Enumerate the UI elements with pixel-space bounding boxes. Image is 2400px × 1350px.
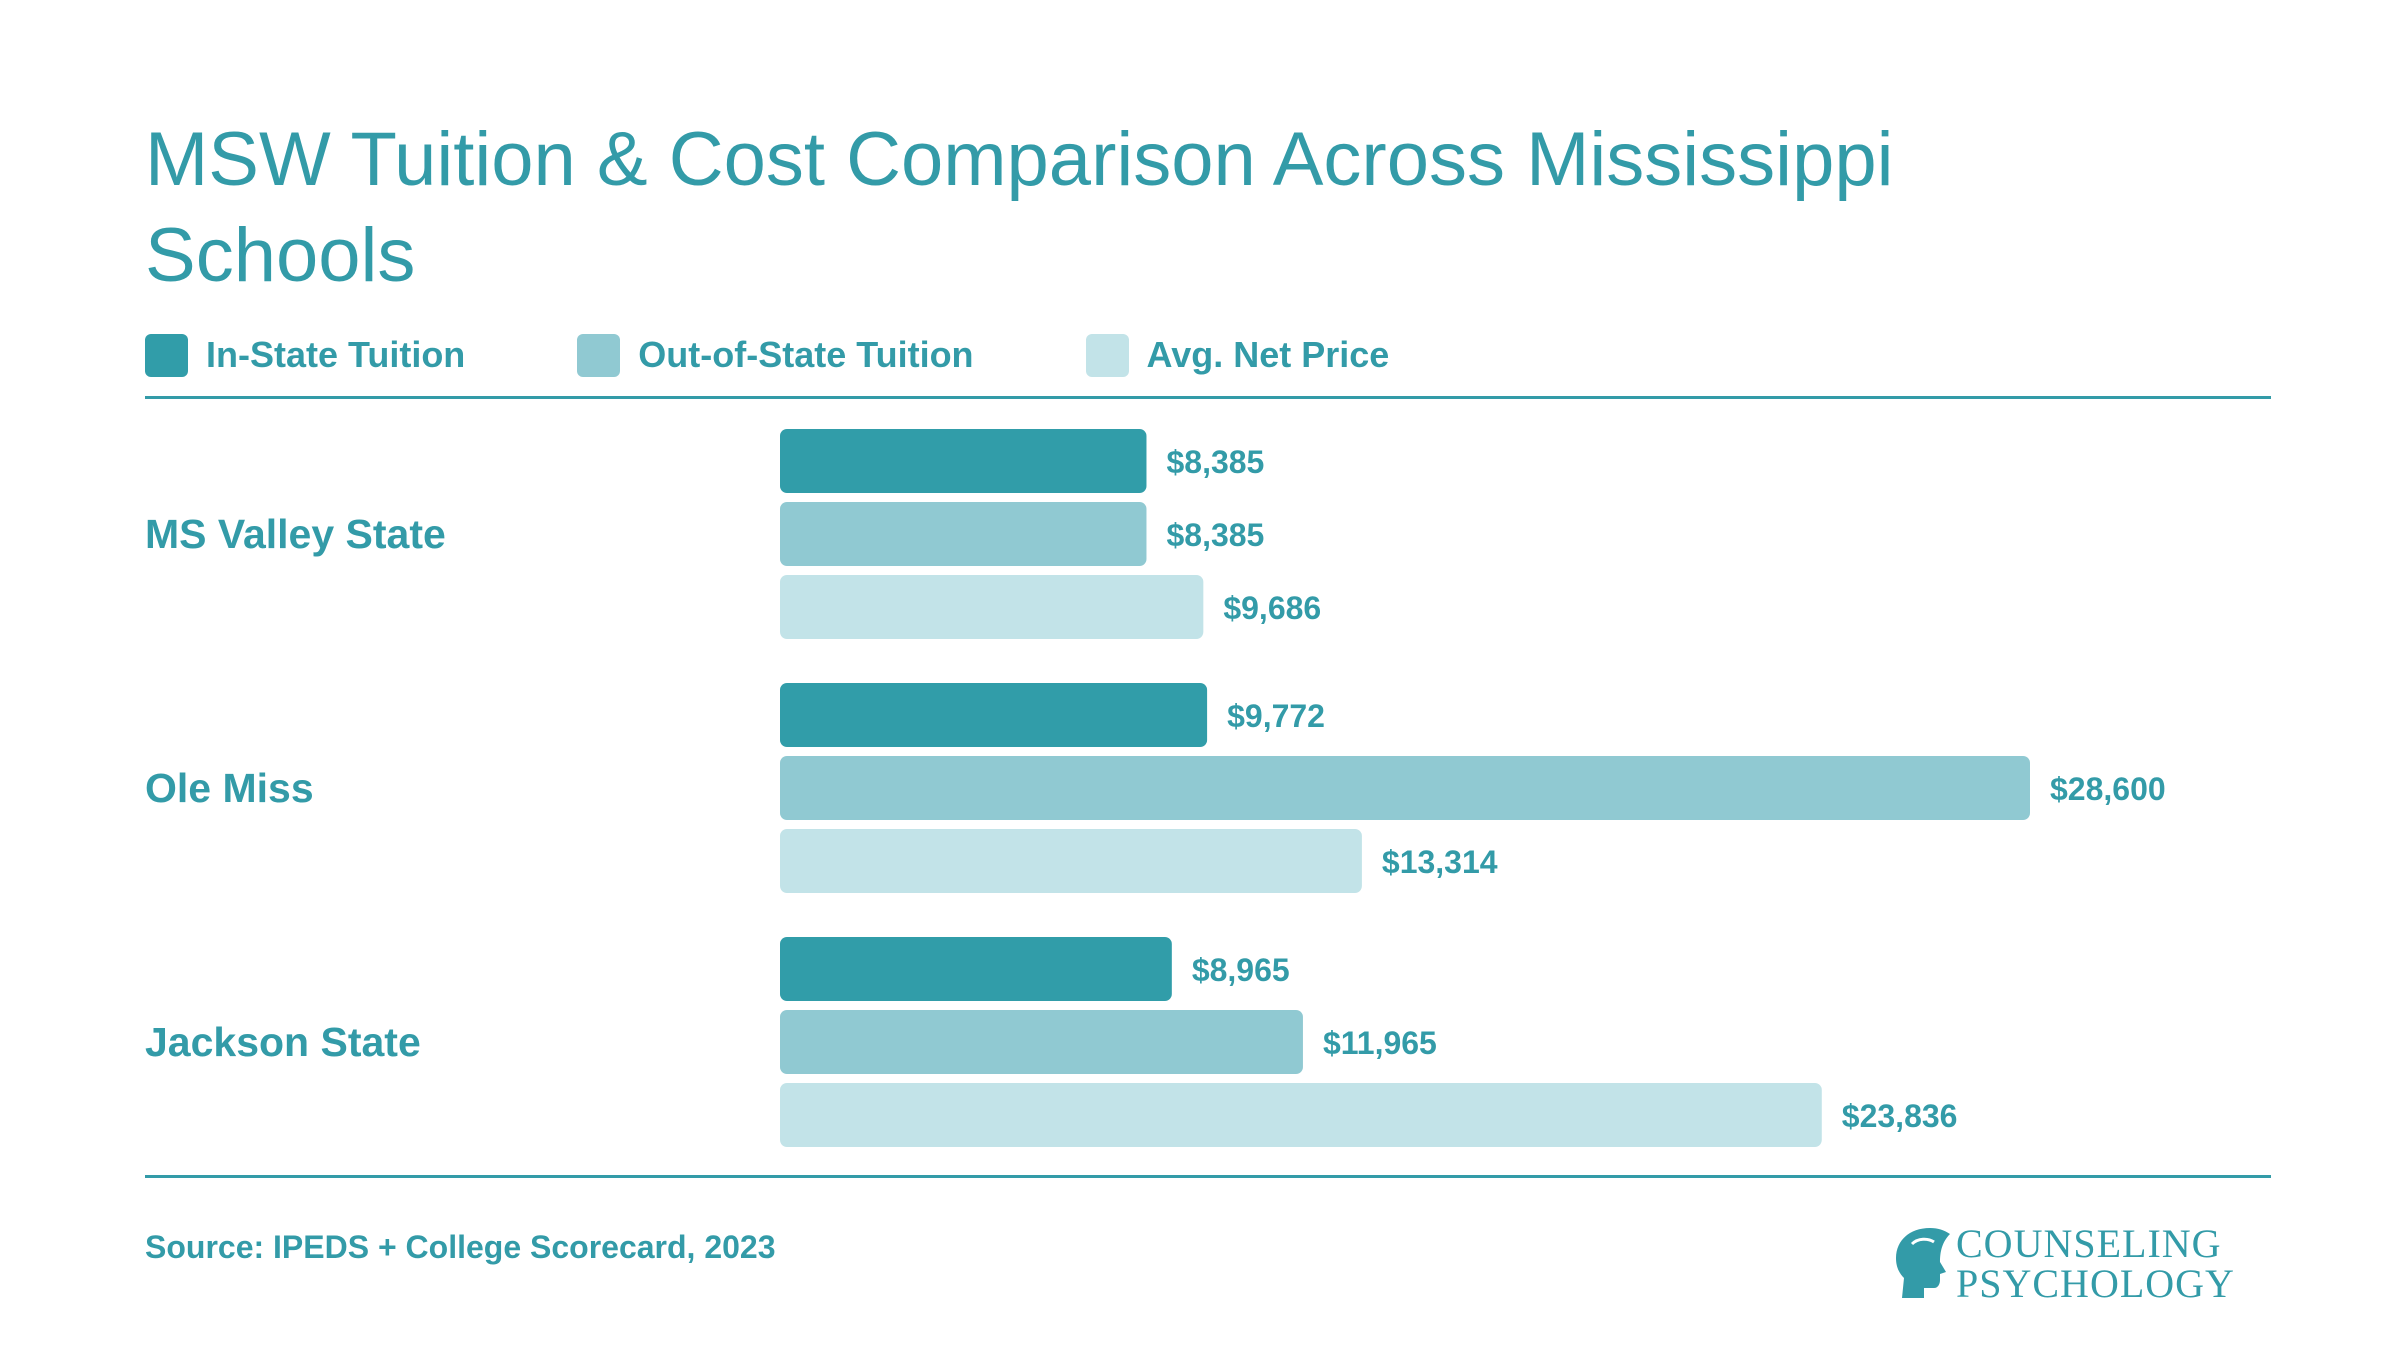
data-label-jackson-state-in-state-tuition: $8,965 <box>1192 952 1290 988</box>
logo-line1: COUNSELING <box>1956 1221 2222 1266</box>
bar-jackson-state-out-of-state-tuition <box>780 1010 1303 1074</box>
data-label-ole-miss-in-state-tuition: $9,772 <box>1227 698 1325 734</box>
data-label-ms-valley-state-in-state-tuition: $8,385 <box>1166 444 1264 480</box>
category-label-ole-miss: Ole Miss <box>145 765 314 811</box>
data-label-ole-miss-avg-net-price: $13,314 <box>1382 844 1498 880</box>
data-label-ms-valley-state-out-of-state-tuition: $8,385 <box>1166 517 1264 553</box>
bar-ms-valley-state-out-of-state-tuition <box>780 502 1147 566</box>
legend-label-in-state: In-State Tuition <box>206 334 466 375</box>
data-label-jackson-state-avg-net-price: $23,836 <box>1842 1098 1958 1134</box>
legend-swatch-in-state <box>145 333 188 377</box>
head-profile-icon <box>1896 1228 1950 1298</box>
bar-jackson-state-in-state-tuition <box>780 937 1172 1001</box>
legend-swatch-net-price <box>1085 333 1129 377</box>
category-label-jackson-state: Jackson State <box>145 1019 421 1065</box>
legend-item-net-price: Avg. Net Price <box>1085 333 1390 377</box>
data-label-ms-valley-state-avg-net-price: $9,686 <box>1223 590 1321 626</box>
category-label-ms-valley-state: MS Valley State <box>145 511 446 557</box>
data-label-ole-miss-out-of-state-tuition: $28,600 <box>2050 771 2166 807</box>
data-label-jackson-state-out-of-state-tuition: $11,965 <box>1323 1025 1437 1061</box>
legend-item-out-of-state: Out-of-State Tuition <box>577 333 974 377</box>
legend-label-net-price: Avg. Net Price <box>1146 334 1390 375</box>
bar-jackson-state-avg-net-price <box>780 1083 1822 1147</box>
legend-label-out-of-state: Out-of-State Tuition <box>638 334 974 375</box>
top-divider <box>145 396 2271 399</box>
counseling-psychology-logo: COUNSELING PSYCHOLOGY <box>1890 1220 2260 1306</box>
bottom-divider <box>145 1175 2271 1178</box>
bar-ole-miss-in-state-tuition <box>780 683 1208 747</box>
bar-ms-valley-state-in-state-tuition <box>780 429 1147 493</box>
legend-swatch-out-of-state <box>577 333 621 377</box>
bar-ms-valley-state-avg-net-price <box>780 575 1204 639</box>
bar-ole-miss-avg-net-price <box>780 829 1362 893</box>
bar-ole-miss-out-of-state-tuition <box>780 756 2030 820</box>
legend: In-State Tuition Out-of-State Tuition Av… <box>145 333 1501 377</box>
logo-line2: PSYCHOLOGY <box>1956 1261 2235 1306</box>
legend-item-in-state: In-State Tuition <box>145 333 466 377</box>
chart-title: MSW Tuition & Cost Comparison Across Mis… <box>145 117 1894 298</box>
source-note: Source: IPEDS + College Scorecard, 2023 <box>145 1229 776 1265</box>
